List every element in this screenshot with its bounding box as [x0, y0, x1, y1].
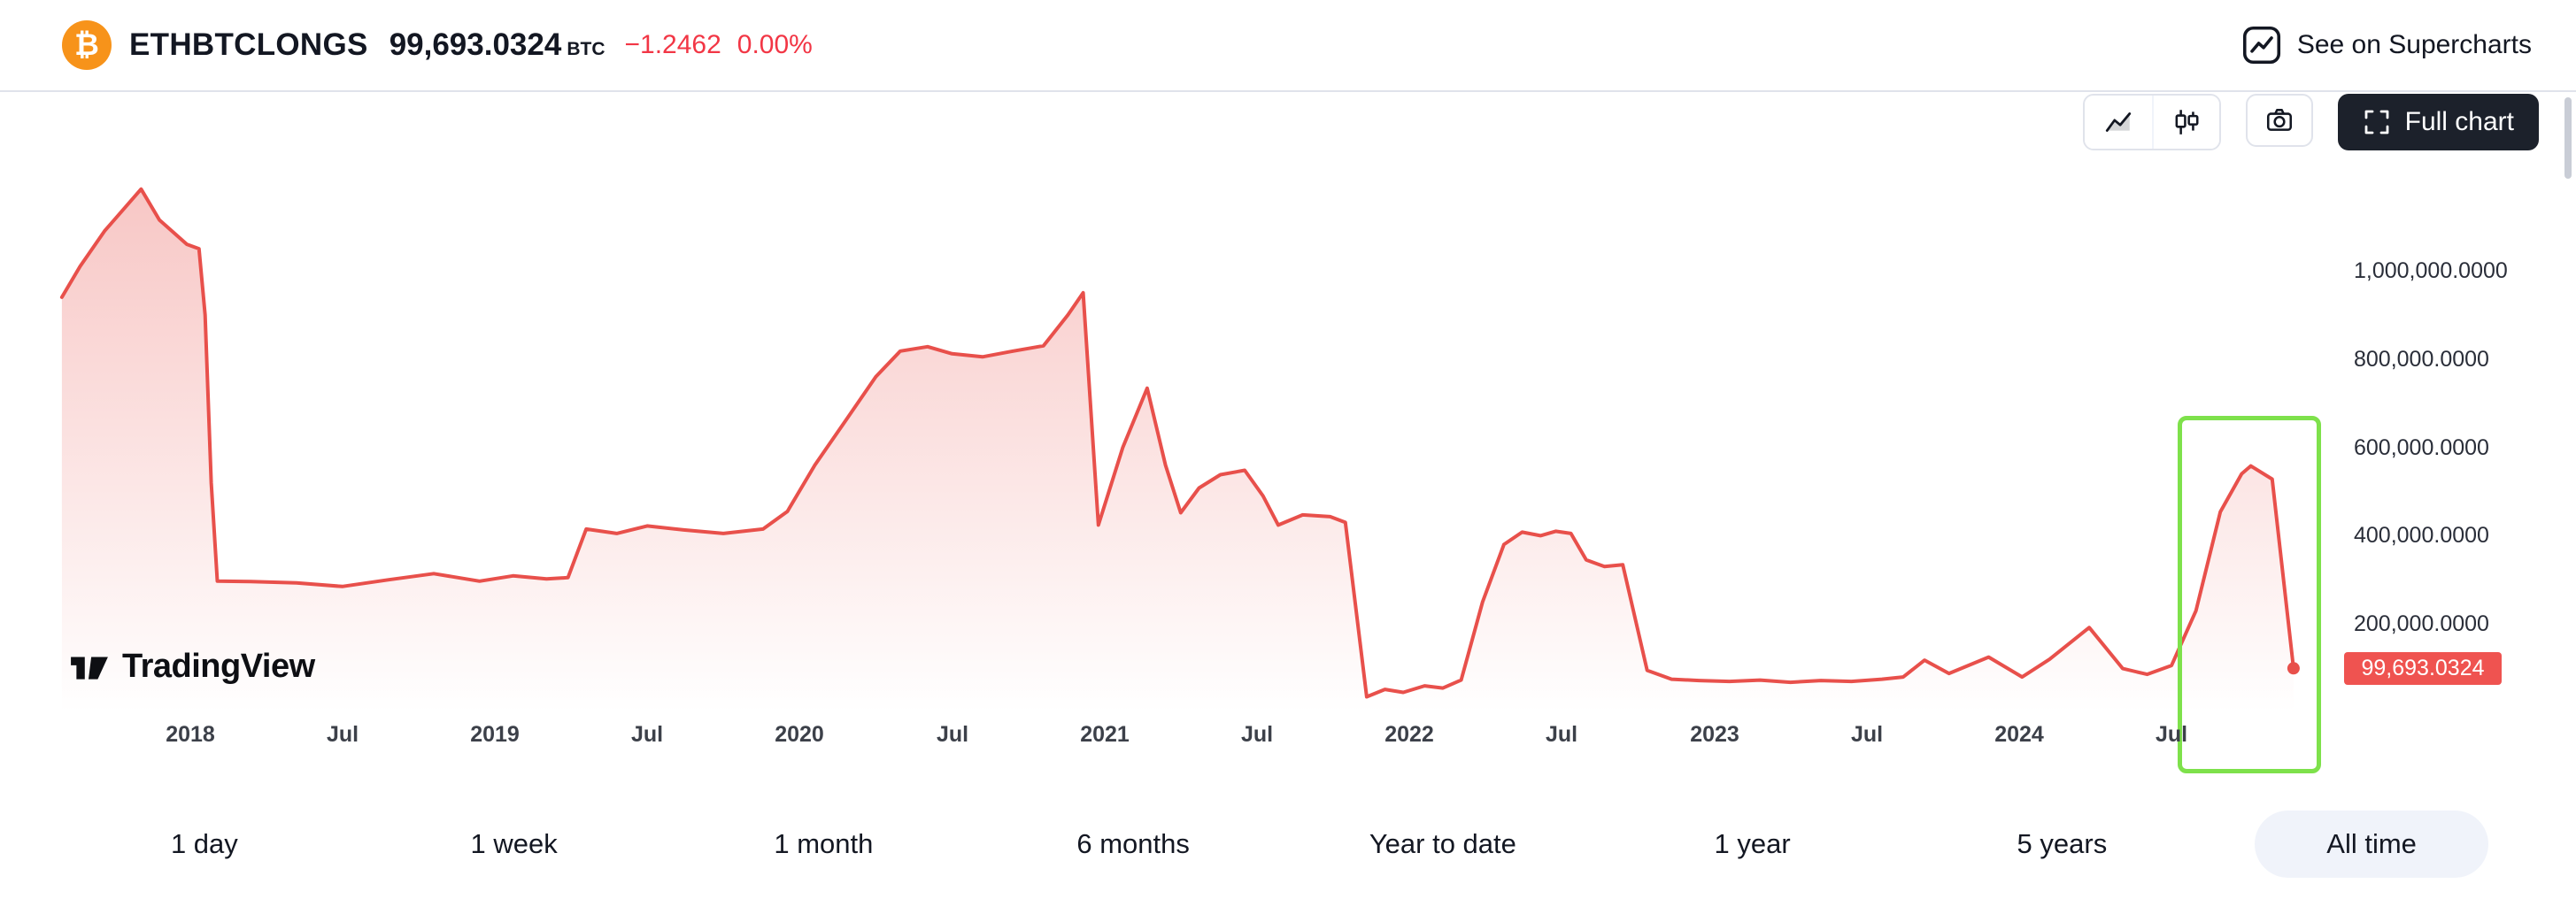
range-button-label: 1 year [1714, 828, 1791, 859]
x-axis-label: 2024 [1994, 722, 2044, 747]
fullscreen-icon [2364, 110, 2389, 134]
bitcoin-icon: ₿ [62, 20, 112, 70]
y-axis-label: 1,000,000.0000 [2354, 258, 2508, 283]
range-button-1-month[interactable]: 1 month [669, 811, 979, 878]
range-button-label: 1 day [170, 828, 238, 859]
x-axis-label: 2018 [166, 722, 215, 747]
range-button-label: All time [2255, 811, 2489, 878]
area-chart-button[interactable] [2084, 96, 2152, 149]
scrollbar-thumb[interactable] [2564, 97, 2572, 179]
range-button-label: Year to date [1369, 828, 1516, 859]
supercharts-label: See on Supercharts [2296, 30, 2532, 59]
range-button-1-day[interactable]: 1 day [50, 811, 359, 878]
symbol-name: ETHBTCLONGS [129, 27, 368, 62]
chart-line [59, 187, 2295, 699]
x-axis-label: Jul [2155, 722, 2188, 747]
x-axis-label: Jul [326, 722, 359, 747]
x-axis-label: 2019 [470, 722, 520, 747]
full-chart-label: Full chart [2404, 107, 2514, 136]
tradingview-logo-icon [71, 657, 108, 680]
highlight-rectangle [2178, 416, 2321, 773]
range-button-1-week[interactable]: 1 week [359, 811, 669, 878]
price-change: −1.2462 0.00% [625, 30, 813, 60]
price-chart-canvas[interactable] [0, 92, 2355, 791]
change-absolute: −1.2462 [624, 30, 721, 59]
change-percent: 0.00% [737, 30, 813, 59]
candles-chart-button[interactable] [2151, 96, 2219, 149]
range-button-year-to-date[interactable]: Year to date [1288, 811, 1598, 878]
last-price-badge: 99,693.0324 [2344, 652, 2502, 685]
range-button-label: 1 week [470, 828, 558, 859]
range-button-label: 6 months [1076, 828, 1190, 859]
x-axis-label: 2023 [1690, 722, 1739, 747]
range-button-1-year[interactable]: 1 year [1598, 811, 1908, 878]
range-button-6-months[interactable]: 6 months [978, 811, 1288, 878]
chart-type-switch [2082, 94, 2221, 150]
x-axis-label: 2021 [1080, 722, 1130, 747]
y-axis-label: 200,000.0000 [2354, 611, 2489, 636]
x-axis-label: 2022 [1384, 722, 1434, 747]
full-chart-button[interactable]: Full chart [2337, 94, 2539, 150]
tradingview-logo-text: TradingView [122, 648, 315, 685]
x-axis-label: Jul [630, 722, 664, 747]
range-button-label: 5 years [2017, 828, 2108, 859]
x-axis-label: Jul [936, 722, 969, 747]
last-price: 99,693.0324 [389, 27, 562, 62]
see-on-supercharts-link[interactable]: See on Supercharts [2242, 26, 2532, 65]
x-axis-label: 2020 [775, 722, 824, 747]
supercharts-icon [2242, 26, 2281, 65]
widget-header: ₿ ETHBTCLONGS 99,693.0324 BTC −1.2462 0.… [0, 0, 2576, 92]
y-axis-label: 600,000.0000 [2354, 435, 2489, 460]
range-button-5-years[interactable]: 5 years [1908, 811, 2217, 878]
last-price-dot [2287, 662, 2300, 675]
chart-area: Full chart 1,000,000.0000 800,000.0000 600… [0, 92, 2576, 795]
x-axis-label: Jul [1545, 722, 1578, 747]
chart-area-fill [61, 188, 2294, 712]
range-selector: 1 day 1 week 1 month 6 months Year to date 1 … [0, 811, 2576, 878]
x-axis-label: Jul [1850, 722, 1884, 747]
y-axis-label: 400,000.0000 [2354, 523, 2489, 548]
x-axis-label: Jul [1240, 722, 1274, 747]
price-unit: BTC [567, 39, 605, 59]
y-axis-label: 800,000.0000 [2354, 347, 2489, 372]
chart-toolbar: Full chart [2082, 94, 2539, 150]
snapshot-button[interactable] [2245, 94, 2313, 147]
range-button-label: 1 month [774, 828, 874, 859]
camera-icon [2266, 109, 2292, 131]
range-button-all-time[interactable]: All time [2217, 811, 2526, 878]
candles-icon [2175, 110, 2199, 134]
area-chart-icon [2105, 112, 2131, 132]
symbol-info: ₿ ETHBTCLONGS 99,693.0324 BTC −1.2462 0.… [62, 20, 813, 70]
tradingview-watermark[interactable]: TradingView [69, 648, 315, 686]
